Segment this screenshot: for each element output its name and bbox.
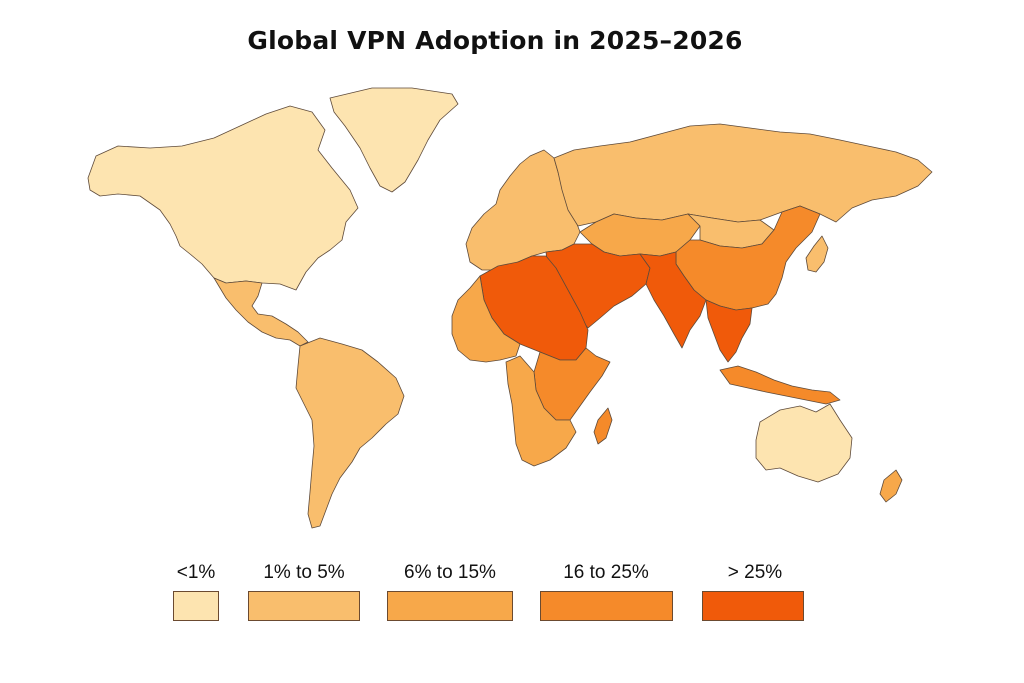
legend-label-4: 16 to 25%: [563, 562, 649, 583]
region-new-zealand[interactable]: [879, 469, 903, 503]
legend-swatch-4: [540, 591, 673, 621]
legend-label-3: 6% to 15%: [404, 562, 496, 583]
region-australia[interactable]: [755, 403, 853, 483]
region-south-asia[interactable]: [639, 251, 707, 349]
region-north-america[interactable]: [87, 105, 359, 291]
region-indonesia[interactable]: [719, 365, 841, 405]
region-south-america[interactable]: [295, 337, 405, 529]
region-greenland[interactable]: [329, 87, 459, 193]
legend-label-5: > 25%: [727, 562, 783, 583]
map-title: Global VPN Adoption in 2025–2026: [247, 26, 743, 55]
legend-swatch-3: [387, 591, 513, 621]
region-southeast-asia[interactable]: [705, 299, 753, 363]
legend-swatch-2: [248, 591, 360, 621]
region-southern-africa[interactable]: [505, 355, 577, 467]
legend-swatch-1: [173, 591, 219, 621]
region-west-africa[interactable]: [451, 275, 521, 363]
region-japan[interactable]: [805, 235, 829, 273]
legend-label-2: 1% to 5%: [263, 562, 345, 583]
legend-label-1: <1%: [176, 562, 216, 583]
legend-swatch-5: [702, 591, 804, 621]
region-madagascar[interactable]: [593, 407, 613, 445]
region-mexico-central-america[interactable]: [213, 277, 309, 347]
region-russia[interactable]: [553, 123, 933, 227]
